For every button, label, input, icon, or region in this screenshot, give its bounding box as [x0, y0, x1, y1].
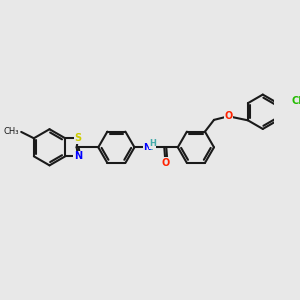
Text: Cl: Cl [291, 96, 300, 106]
Text: N: N [143, 143, 151, 152]
Text: O: O [224, 111, 232, 121]
Text: H: H [145, 143, 153, 152]
Text: O: O [162, 158, 170, 168]
Text: N: N [74, 151, 82, 161]
Text: CH₃: CH₃ [3, 127, 19, 136]
Text: S: S [75, 133, 82, 143]
Text: H: H [149, 139, 156, 148]
